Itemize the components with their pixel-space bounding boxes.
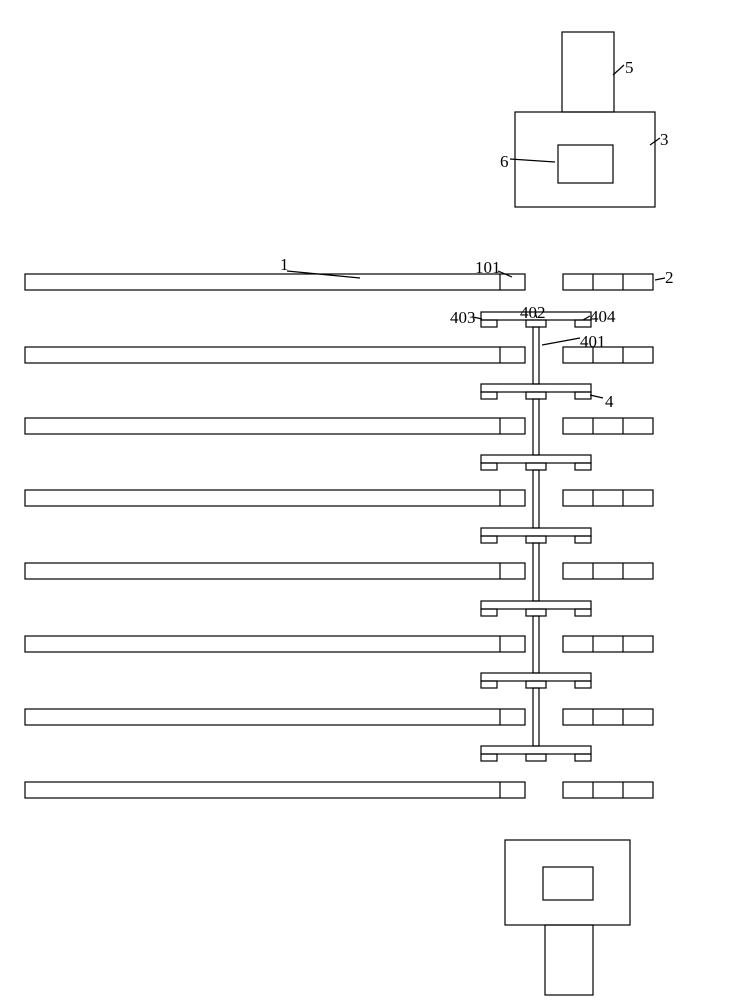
label-6: 6: [500, 152, 509, 172]
diagram-svg: [0, 0, 746, 1000]
label-403: 403: [450, 308, 476, 328]
label-3: 3: [660, 130, 669, 150]
label-2: 2: [665, 268, 674, 288]
label-4: 4: [605, 392, 614, 412]
label-402: 402: [520, 303, 546, 323]
label-404: 404: [590, 307, 616, 327]
label-101: 101: [475, 258, 501, 278]
label-5: 5: [625, 58, 634, 78]
label-401: 401: [580, 332, 606, 352]
label-1: 1: [280, 255, 289, 275]
